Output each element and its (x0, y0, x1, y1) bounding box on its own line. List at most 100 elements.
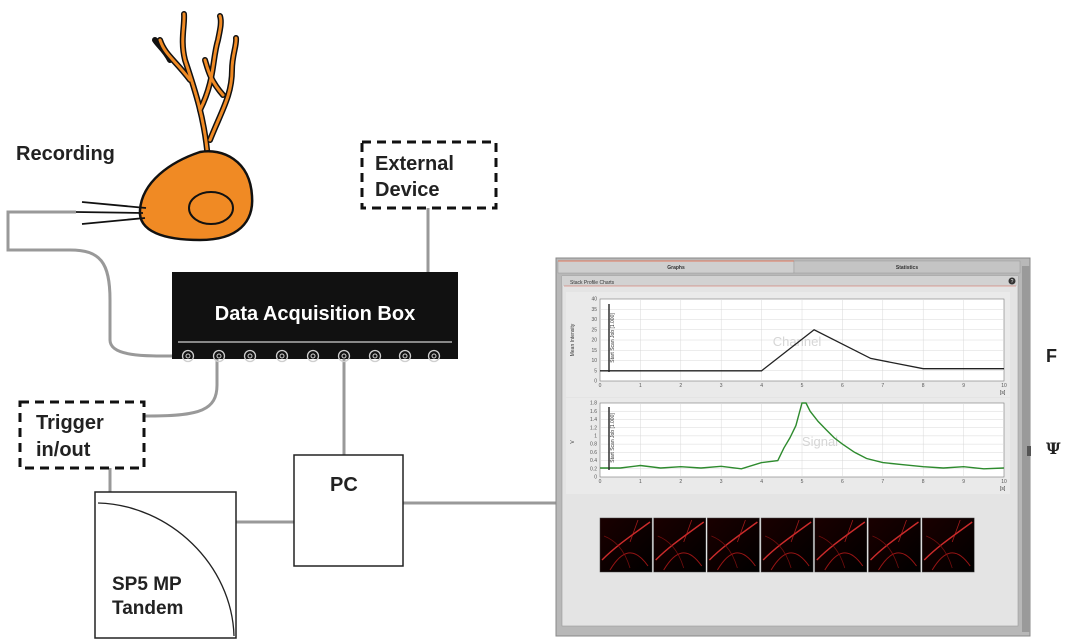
bnc-connectors (181, 349, 441, 363)
bnc-connector (398, 349, 412, 363)
chart2-grid (600, 403, 1004, 477)
x-tick-label: 9 (962, 383, 965, 389)
bnc-connector (243, 349, 257, 363)
pc-box (293, 454, 404, 567)
y-tick-label: 5 (594, 368, 597, 374)
sp5-microscope-box: SP5 MP Tandem (94, 491, 237, 639)
bnc-connector (337, 349, 351, 363)
y-tick-label: 1.6 (590, 409, 597, 415)
y-tick-label: 35 (591, 307, 597, 313)
y-tick-label: 0.4 (590, 458, 597, 464)
tab-statistics-label: Statistics (896, 265, 918, 271)
bnc-connector (306, 349, 320, 363)
image-thumbnail[interactable] (707, 517, 760, 573)
x-tick-label: 6 (841, 479, 844, 485)
y-tick-label: 1.2 (590, 425, 597, 431)
trigger-label-1: Trigger (36, 412, 104, 434)
x-tick-label: 0 (599, 383, 602, 389)
chart2-x-ticks: 0 1 2 3 4 5 6 7 8 9 10 (599, 479, 1007, 485)
chart2-x-unit: [s] (1000, 486, 1006, 492)
recording-cable (6, 210, 191, 358)
y-tick-label: 15 (591, 348, 597, 354)
image-thumbnail[interactable] (653, 517, 706, 573)
x-tick-label: 2 (679, 479, 682, 485)
image-thumbnail[interactable] (921, 517, 975, 573)
x-tick-label: 5 (801, 479, 804, 485)
external-device-label-1: External (375, 153, 454, 175)
x-tick-label: 10 (1001, 383, 1007, 389)
image-thumbnail[interactable] (868, 517, 921, 573)
external-device-box (360, 140, 498, 210)
y-tick-label: 40 (591, 297, 597, 303)
x-tick-label: 3 (720, 479, 723, 485)
bnc-connector (427, 349, 441, 363)
svg-text:?: ? (1011, 279, 1014, 285)
sp5-label-1: SP5 MP (112, 574, 182, 595)
recording-electrode (75, 201, 147, 225)
side-letter-psi: Ψ (1046, 439, 1061, 458)
help-icon[interactable]: ? (1008, 277, 1016, 286)
y-tick-label: 1.8 (590, 401, 597, 407)
chart2-legend: Start Scan Job [1.000] (610, 413, 616, 463)
chart2-y-label: V (570, 440, 576, 444)
trigger-label-2: in/out (36, 439, 91, 461)
x-tick-label: 8 (922, 383, 925, 389)
image-thumbnail[interactable] (599, 517, 653, 573)
chart2-series-line (600, 402, 1005, 470)
x-tick-label: 10 (1001, 479, 1007, 485)
chart1-series-line (600, 329, 1004, 372)
panel-title: Stack Profile Charts (570, 280, 615, 286)
x-tick-label: 7 (881, 479, 884, 485)
x-tick-label: 0 (599, 479, 602, 485)
trigger-cable (142, 358, 219, 418)
sp5-label-2: Tandem (112, 598, 183, 619)
chart1-y-ticks: 40 35 30 25 20 15 10 5 0 (591, 297, 597, 385)
image-thumbnails (599, 517, 975, 573)
x-tick-label: 1 (639, 383, 642, 389)
x-tick-label: 8 (922, 479, 925, 485)
y-tick-label: 1.4 (590, 417, 597, 423)
neuron-illustration (75, 11, 254, 242)
y-tick-label: 0 (594, 379, 597, 385)
chart-signal: 1.81.61.41.210.80.60.40.20 0 1 2 3 4 5 6 7 8 9 10 … (566, 398, 1010, 494)
data-acquisition-box-label: Data Acquisition Box (215, 303, 415, 325)
y-tick-label: 0.6 (590, 450, 597, 456)
x-tick-label: 7 (881, 383, 884, 389)
recording-label: Recording (16, 143, 115, 165)
tab-graphs-label: Graphs (667, 265, 685, 271)
software-window: Graphs Statistics Stack Profile Charts ?… (555, 257, 1031, 637)
tab-statistics[interactable] (793, 260, 1021, 274)
x-tick-label: 4 (760, 383, 763, 389)
bnc-connector (181, 349, 195, 363)
y-tick-label: 0 (594, 475, 597, 481)
bnc-connector (212, 349, 226, 363)
chart2-watermark: Signal (802, 434, 838, 449)
image-thumbnail[interactable] (760, 517, 814, 573)
chart1-watermark: Channel (773, 334, 822, 349)
chart-mean-intensity: 40 35 30 25 20 15 10 5 0 0 1 2 3 4 5 6 7 8 9 10 Channel St… (566, 292, 1010, 397)
x-tick-label: 4 (760, 479, 763, 485)
y-tick-label: 1 (594, 433, 597, 439)
y-tick-label: 10 (591, 358, 597, 364)
data-acquisition-box: Data Acquisition Box (172, 272, 458, 363)
cables (6, 208, 556, 524)
x-tick-label: 1 (639, 479, 642, 485)
trigger-box (18, 400, 146, 470)
y-tick-label: 20 (591, 338, 597, 344)
side-letter-f: F (1046, 346, 1057, 366)
chart1-legend: Start Scan Job [1.000] (610, 313, 616, 363)
y-tick-label: 0.8 (590, 442, 597, 448)
neuron-nucleus (188, 191, 234, 225)
image-thumbnail[interactable] (814, 517, 868, 573)
bnc-connector (368, 349, 382, 363)
y-tick-label: 0.2 (590, 466, 597, 472)
y-tick-label: 25 (591, 327, 597, 333)
x-tick-label: 2 (679, 383, 682, 389)
chart2-y-ticks: 1.8 1.6 1.4 1.2 1 0.8 0.6 0.4 0.2 0 (590, 401, 597, 481)
x-tick-label: 3 (720, 383, 723, 389)
chart1-x-unit: [s] (1000, 390, 1006, 396)
pc-label: PC (330, 474, 358, 496)
x-tick-label: 5 (801, 383, 804, 389)
x-tick-label: 9 (962, 479, 965, 485)
